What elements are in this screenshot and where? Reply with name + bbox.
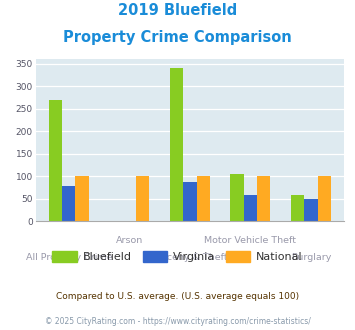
Bar (291, 195, 304, 221)
Bar (257, 176, 271, 221)
Text: Burglary: Burglary (291, 253, 331, 262)
Bar (62, 186, 76, 221)
Text: © 2025 CityRating.com - https://www.cityrating.com/crime-statistics/: © 2025 CityRating.com - https://www.city… (45, 317, 310, 326)
Bar (197, 176, 210, 221)
Text: Arson: Arson (116, 236, 143, 245)
Legend: Bluefield, Virginia, National: Bluefield, Virginia, National (48, 247, 307, 267)
Bar (76, 176, 89, 221)
Text: Larceny & Theft: Larceny & Theft (152, 253, 228, 262)
Text: 2019 Bluefield: 2019 Bluefield (118, 3, 237, 18)
Text: Motor Vehicle Theft: Motor Vehicle Theft (204, 236, 296, 245)
Bar (136, 176, 149, 221)
Text: Compared to U.S. average. (U.S. average equals 100): Compared to U.S. average. (U.S. average … (56, 292, 299, 301)
Bar (49, 100, 62, 221)
Bar (183, 182, 197, 221)
Bar (244, 195, 257, 221)
Text: Property Crime Comparison: Property Crime Comparison (63, 30, 292, 45)
Bar (304, 199, 318, 221)
Bar (230, 174, 244, 221)
Bar (318, 176, 331, 221)
Text: All Property Crime: All Property Crime (26, 253, 112, 262)
Bar (170, 68, 183, 221)
